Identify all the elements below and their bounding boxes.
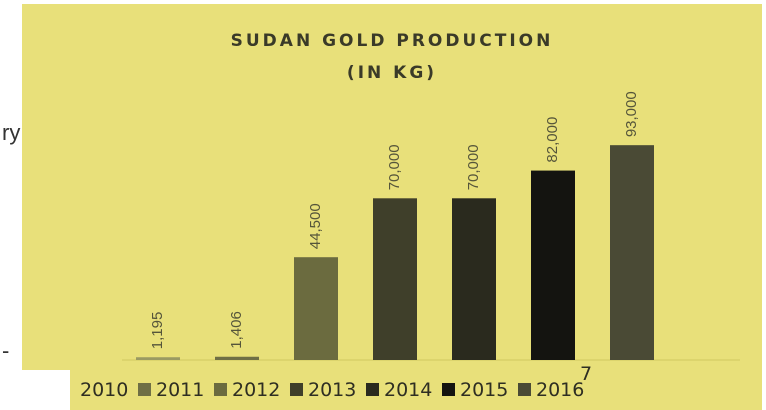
data-label-2014: 70,000 <box>465 144 482 190</box>
data-label-2011: 1,406 <box>228 311 245 349</box>
axis-mark: 7 <box>580 363 592 385</box>
bar-2014 <box>452 198 496 360</box>
bar-2016 <box>610 145 654 360</box>
data-label-2013: 70,000 <box>386 144 403 190</box>
legend-label-2010: 2010 <box>80 379 128 401</box>
legend-swatch-2012 <box>214 383 227 396</box>
data-label-2010: 1,195 <box>149 312 166 350</box>
data-label-2016: 93,000 <box>623 91 640 137</box>
legend-swatch-2013 <box>290 383 303 396</box>
legend-swatch-2011 <box>138 383 151 396</box>
legend-label-2014: 2014 <box>384 379 432 401</box>
legend-label-2011: 2011 <box>156 379 204 401</box>
bar-2010 <box>136 357 180 360</box>
side-text-fragment-1: ry <box>2 120 21 145</box>
legend-label-2013: 2013 <box>308 379 356 401</box>
legend-strip <box>70 370 762 410</box>
bar-2012 <box>294 257 338 360</box>
bar-2011 <box>215 356 259 360</box>
legend-swatch-2015 <box>442 383 455 396</box>
bar-2013 <box>373 198 417 360</box>
bar-2015 <box>531 170 575 360</box>
chart-title: SUDAN GOLD PRODUCTION <box>231 31 554 51</box>
data-label-2012: 44,500 <box>307 203 324 249</box>
side-text-fragment-2: - <box>2 338 10 363</box>
data-label-2015: 82,000 <box>544 117 561 163</box>
legend-label-2015: 2015 <box>460 379 508 401</box>
legend-swatch-2014 <box>366 383 379 396</box>
legend-label-2016: 2016 <box>536 379 584 401</box>
chart-subtitle: (IN KG) <box>347 63 437 83</box>
legend-label-2012: 2012 <box>232 379 280 401</box>
legend-swatch-2016 <box>518 383 531 396</box>
